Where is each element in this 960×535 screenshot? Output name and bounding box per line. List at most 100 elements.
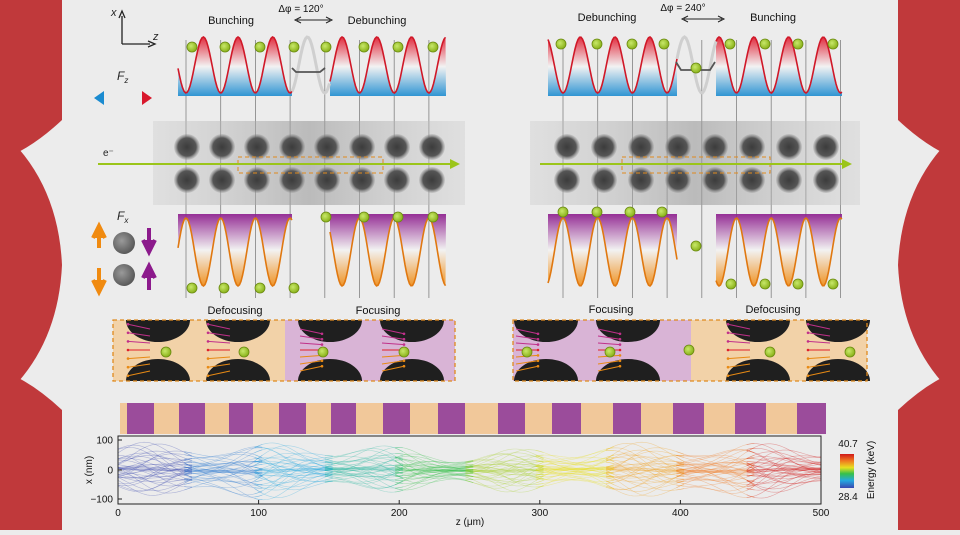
- field-arrow-head: [207, 340, 210, 343]
- field-arrow-head: [403, 343, 406, 346]
- field-arrow-head: [619, 354, 622, 357]
- pillar: [665, 167, 691, 193]
- pillar: [174, 167, 200, 193]
- electron-label: e⁻: [103, 148, 114, 159]
- left-phase-shift-label: Δφ = 120°: [278, 4, 323, 15]
- electron-bunch: [684, 345, 694, 355]
- pillar: [813, 134, 839, 160]
- trajectory-bundle: [114, 442, 825, 500]
- electron-bunch: [760, 39, 770, 49]
- field-arrow-head: [321, 343, 324, 346]
- segment-purple: [331, 403, 356, 434]
- electron-bunch: [359, 212, 369, 222]
- electron-bunch: [220, 42, 230, 52]
- field-arrow-head: [619, 333, 622, 336]
- field-arrow-head: [403, 338, 406, 341]
- pillar: [776, 167, 802, 193]
- axes-indicator: x z: [110, 7, 159, 47]
- axis-x-label: x: [110, 7, 117, 19]
- field-arrow-head: [207, 366, 210, 369]
- x-tick-label: 500: [813, 508, 830, 519]
- electron-bunch: [321, 212, 331, 222]
- electron-bunch: [625, 207, 635, 217]
- electron-bunch: [393, 212, 403, 222]
- pillar: [739, 134, 765, 160]
- pillar: [591, 167, 617, 193]
- x-tick-label: 0: [115, 508, 121, 519]
- pillar: [628, 134, 654, 160]
- pillar: [628, 167, 654, 193]
- electron-bunch: [691, 241, 701, 251]
- left-bunching-label: Bunching: [208, 15, 254, 27]
- field-arrow-head: [537, 365, 540, 368]
- electron-bunch: [187, 283, 197, 293]
- field-arrow-head: [207, 332, 210, 335]
- electron-bunch: [793, 279, 803, 289]
- segment-purple: [127, 403, 154, 434]
- field-arrow-head: [807, 340, 810, 343]
- trajectory: [676, 480, 754, 491]
- segment-purple: [179, 403, 205, 434]
- field-arrow-head: [619, 338, 622, 341]
- right-bunching-label: Bunching: [750, 12, 796, 24]
- focusing-inset: [113, 320, 455, 381]
- right-defocusing-label: Defocusing: [745, 304, 800, 316]
- energy-colorbar: [840, 454, 854, 488]
- electron-bunch: [522, 347, 532, 357]
- field-arrow-head: [537, 333, 540, 336]
- pillar: [349, 167, 375, 193]
- field-arrow-head: [127, 375, 130, 378]
- pillar: [209, 134, 235, 160]
- segment-purple: [735, 403, 766, 434]
- pillar: [314, 134, 340, 160]
- field-arrow-head: [807, 375, 810, 378]
- field-arrow-head: [619, 365, 622, 368]
- electron-bunch: [239, 347, 249, 357]
- colorbar-min: 28.4: [838, 492, 858, 503]
- electron-bunch: [726, 279, 736, 289]
- electron-bunch: [765, 347, 775, 357]
- field-arrow-head: [537, 354, 540, 357]
- electron-bunch: [691, 63, 701, 73]
- electron-bunch: [657, 207, 667, 217]
- transverse-force-fill: [548, 214, 677, 286]
- colorbar-label: Energy (keV): [866, 441, 877, 499]
- field-arrow-head: [807, 349, 810, 352]
- field-arrow-head: [321, 360, 324, 363]
- field-arrow-head: [403, 333, 406, 336]
- left-panel: [98, 37, 465, 298]
- electron-bunch: [219, 283, 229, 293]
- field-arrow-head: [727, 323, 730, 326]
- y-tick-label: 0: [107, 466, 113, 477]
- field-arrow-head: [807, 332, 810, 335]
- electron-bunch: [659, 39, 669, 49]
- electron-bunch: [760, 279, 770, 289]
- pillar: [244, 134, 270, 160]
- x-tick-label: 400: [672, 508, 689, 519]
- field-arrow-head: [727, 366, 730, 369]
- segment-purple: [552, 403, 581, 434]
- electron-bunch: [399, 347, 409, 357]
- electron-bunch: [725, 39, 735, 49]
- electron-bunch: [605, 347, 615, 357]
- field-arrow-head: [127, 357, 130, 360]
- x-tick-label: 300: [531, 508, 548, 519]
- axis-z-label: z: [152, 31, 159, 43]
- y-tick-label: −100: [90, 495, 113, 506]
- field-arrow-head: [207, 375, 210, 378]
- field-arrow-head: [127, 349, 130, 352]
- right-panel: [530, 37, 860, 298]
- electron-bunch: [393, 42, 403, 52]
- right-debunching-label: Debunching: [578, 12, 637, 24]
- pillar: [739, 167, 765, 193]
- segment-purple: [383, 403, 410, 434]
- field-arrow-head: [403, 360, 406, 363]
- pillar: [314, 167, 340, 193]
- electron-bunch: [255, 42, 265, 52]
- field-arrow-head: [619, 343, 622, 346]
- field-arrow-head: [321, 333, 324, 336]
